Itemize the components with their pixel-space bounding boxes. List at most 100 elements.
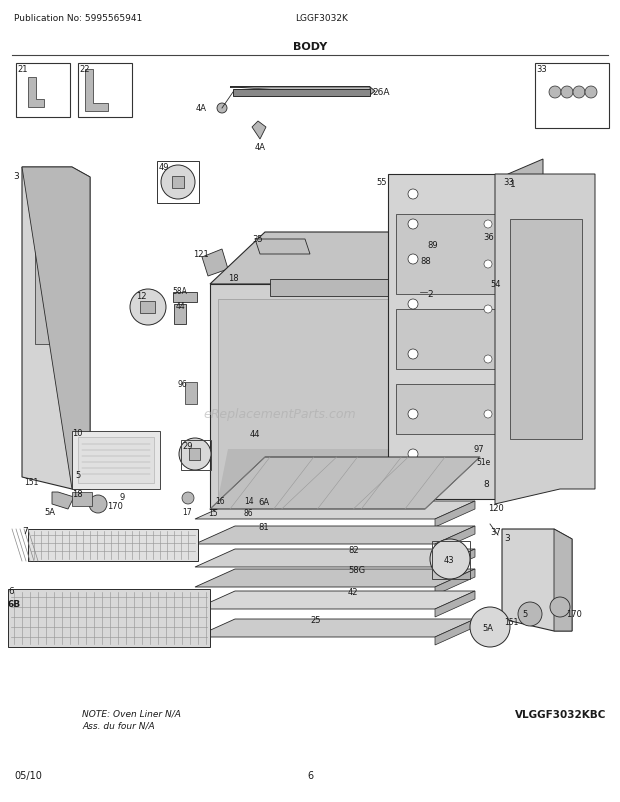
Text: 26A: 26A bbox=[372, 88, 389, 97]
Text: 29: 29 bbox=[182, 441, 192, 451]
Text: 88: 88 bbox=[420, 257, 431, 265]
Polygon shape bbox=[230, 88, 375, 96]
Text: Publication No: 5995565941: Publication No: 5995565941 bbox=[14, 14, 142, 23]
Text: 44: 44 bbox=[250, 429, 260, 439]
Text: 1: 1 bbox=[510, 180, 516, 188]
Circle shape bbox=[484, 411, 492, 419]
Text: 55: 55 bbox=[376, 178, 386, 187]
Polygon shape bbox=[195, 569, 475, 587]
Text: 3: 3 bbox=[504, 533, 510, 542]
Polygon shape bbox=[388, 175, 508, 500]
Text: 6: 6 bbox=[8, 586, 14, 595]
Circle shape bbox=[484, 355, 492, 363]
Bar bbox=[535, 64, 609, 129]
Text: 17: 17 bbox=[182, 508, 192, 516]
Text: 6B: 6B bbox=[8, 599, 21, 608]
Text: 33: 33 bbox=[536, 65, 547, 74]
Text: 58G: 58G bbox=[348, 565, 365, 574]
Polygon shape bbox=[435, 549, 475, 575]
Circle shape bbox=[408, 220, 418, 229]
Text: 15: 15 bbox=[208, 508, 218, 517]
Circle shape bbox=[549, 87, 561, 99]
Text: 89: 89 bbox=[427, 241, 438, 249]
Bar bbox=[181, 440, 211, 471]
Polygon shape bbox=[210, 285, 425, 509]
Polygon shape bbox=[435, 526, 475, 553]
Text: 96: 96 bbox=[178, 379, 188, 388]
Text: 18: 18 bbox=[228, 273, 239, 282]
Polygon shape bbox=[80, 475, 94, 488]
Circle shape bbox=[130, 290, 166, 326]
Circle shape bbox=[161, 166, 195, 200]
Circle shape bbox=[217, 104, 227, 114]
Text: 54: 54 bbox=[490, 280, 500, 289]
Polygon shape bbox=[22, 168, 90, 489]
Bar bbox=[8, 589, 210, 647]
Text: NOTE: Oven Liner N/A: NOTE: Oven Liner N/A bbox=[82, 709, 181, 718]
Polygon shape bbox=[218, 300, 417, 500]
Text: 21: 21 bbox=[17, 65, 27, 74]
Circle shape bbox=[179, 439, 211, 471]
Polygon shape bbox=[172, 176, 184, 188]
Text: 4A: 4A bbox=[196, 104, 207, 113]
Circle shape bbox=[550, 597, 570, 618]
Text: Ass. du four N/A: Ass. du four N/A bbox=[82, 721, 154, 730]
Polygon shape bbox=[230, 88, 370, 96]
Text: 36: 36 bbox=[483, 233, 494, 241]
Polygon shape bbox=[195, 619, 475, 638]
Text: 170: 170 bbox=[566, 610, 582, 618]
Bar bbox=[510, 220, 582, 439]
Text: 82: 82 bbox=[348, 545, 358, 554]
Polygon shape bbox=[435, 591, 475, 618]
Polygon shape bbox=[502, 529, 572, 631]
Bar bbox=[396, 310, 500, 370]
Polygon shape bbox=[22, 168, 90, 489]
Text: 42: 42 bbox=[348, 587, 358, 596]
Text: 86: 86 bbox=[244, 508, 254, 517]
Text: 3: 3 bbox=[13, 172, 19, 180]
Text: 6A: 6A bbox=[258, 497, 269, 506]
Polygon shape bbox=[228, 277, 242, 292]
Circle shape bbox=[573, 87, 585, 99]
Polygon shape bbox=[270, 280, 405, 297]
Bar bbox=[157, 162, 199, 204]
Circle shape bbox=[408, 410, 418, 419]
Polygon shape bbox=[28, 78, 44, 107]
Polygon shape bbox=[195, 501, 475, 520]
Bar bbox=[78, 64, 132, 118]
Polygon shape bbox=[210, 233, 480, 285]
Polygon shape bbox=[210, 457, 480, 509]
Circle shape bbox=[408, 350, 418, 359]
Polygon shape bbox=[174, 305, 186, 325]
Polygon shape bbox=[85, 70, 108, 111]
Text: 44: 44 bbox=[176, 302, 186, 310]
Text: 151: 151 bbox=[24, 477, 38, 486]
Circle shape bbox=[408, 449, 418, 460]
Bar bbox=[72, 431, 160, 489]
Polygon shape bbox=[445, 233, 480, 274]
Text: 33: 33 bbox=[503, 178, 514, 187]
Bar bbox=[78, 437, 154, 484]
Text: 4A: 4A bbox=[255, 143, 266, 152]
Text: 8: 8 bbox=[483, 480, 489, 488]
Circle shape bbox=[484, 221, 492, 229]
Bar bbox=[35, 215, 77, 345]
Text: VLGGF3032KBC: VLGGF3032KBC bbox=[515, 709, 606, 719]
Bar bbox=[28, 529, 198, 561]
Text: 35: 35 bbox=[252, 235, 263, 244]
Text: 120: 120 bbox=[488, 504, 503, 512]
Text: 10: 10 bbox=[72, 428, 82, 437]
Polygon shape bbox=[255, 240, 310, 255]
Circle shape bbox=[484, 306, 492, 314]
Bar bbox=[432, 541, 470, 579]
Polygon shape bbox=[554, 529, 572, 631]
Text: eReplacementParts.com: eReplacementParts.com bbox=[204, 408, 356, 421]
Polygon shape bbox=[252, 122, 266, 140]
Polygon shape bbox=[495, 175, 595, 504]
Bar bbox=[396, 215, 500, 294]
Text: 9: 9 bbox=[120, 492, 125, 501]
Circle shape bbox=[518, 602, 542, 626]
Circle shape bbox=[585, 87, 597, 99]
Text: 16: 16 bbox=[215, 496, 224, 505]
Polygon shape bbox=[435, 501, 475, 528]
